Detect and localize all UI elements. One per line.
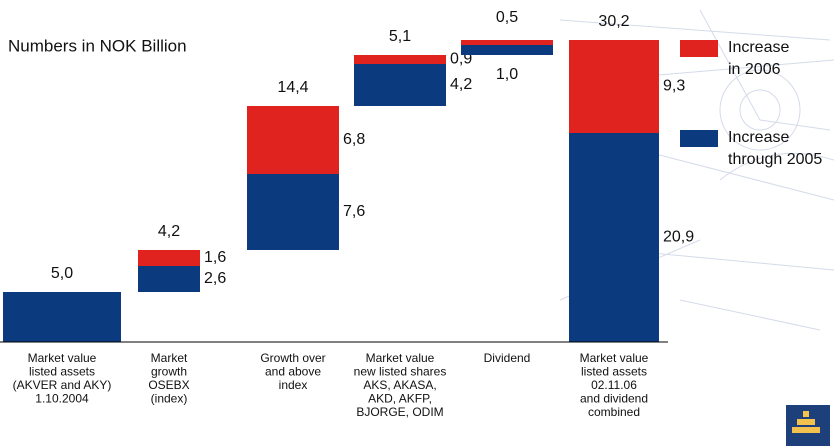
- x-tick-label: (AKVER and AKY): [13, 378, 112, 392]
- x-tick-label: AKD, AKFP,: [368, 392, 432, 406]
- bar-segment: [247, 174, 339, 250]
- total-label: 5,1: [389, 28, 411, 45]
- x-tick-label: and dividend: [580, 392, 648, 406]
- segment-label: 7,6: [343, 203, 365, 220]
- bar-segment: [138, 250, 200, 266]
- bar-segment: [461, 40, 553, 45]
- legend-swatch: [680, 130, 718, 147]
- x-tick-label: AKS, AKASA,: [363, 378, 436, 392]
- bar-segment: [354, 55, 446, 64]
- bar-segment: [138, 266, 200, 292]
- x-tick-label: 02.11.06: [591, 378, 637, 392]
- x-tick-label: new listed shares: [354, 365, 447, 379]
- legend-label: Increase in 2006: [728, 39, 789, 78]
- bar-segment: [247, 106, 339, 174]
- bar-segment: [569, 133, 659, 342]
- x-tick-label: Market: [151, 351, 188, 365]
- bar-segment: [3, 292, 121, 342]
- x-tick-label: 1.10.2004: [35, 392, 89, 406]
- x-tick-label: listed assets: [581, 365, 647, 379]
- x-tick-label: growth: [151, 365, 187, 379]
- x-tick-label: Market value: [366, 351, 435, 365]
- x-tick-label: BJORGE, ODIM: [356, 405, 443, 419]
- x-tick-label: and above: [265, 365, 321, 379]
- subtitle: Numbers in NOK Billion: [8, 36, 187, 55]
- bar-segment: [569, 40, 659, 133]
- segment-label: 1,0: [496, 66, 518, 83]
- segment-label: 4,2: [450, 76, 472, 93]
- segment-label: 2,6: [204, 270, 226, 287]
- x-tick-label: Market value: [580, 351, 649, 365]
- total-label: 4,2: [158, 223, 180, 240]
- x-tick-label: Market value: [28, 351, 97, 365]
- logo: [786, 405, 830, 446]
- x-tick-label: Growth over: [260, 351, 325, 365]
- legend-swatch: [680, 40, 718, 57]
- x-tick-label: combined: [588, 405, 640, 419]
- total-label: 30,2: [598, 13, 629, 30]
- legend-label: Increase through 2005: [728, 129, 822, 168]
- bar-segment: [354, 64, 446, 106]
- bar-segment: [461, 45, 553, 55]
- background-drawing: [559, 9, 834, 331]
- x-tick-label: (index): [151, 392, 188, 406]
- total-label: 14,4: [277, 79, 308, 96]
- segment-label: 20,9: [663, 229, 694, 246]
- total-label: 5,0: [51, 265, 73, 282]
- segment-label: 1,6: [204, 249, 226, 266]
- x-tick-label: index: [279, 378, 308, 392]
- segment-label: 6,8: [343, 131, 365, 148]
- x-tick-label: Dividend: [484, 351, 531, 365]
- x-tick-label: OSEBX: [148, 378, 189, 392]
- segment-label: 9,3: [663, 78, 685, 95]
- x-tick-label: listed assets: [29, 365, 95, 379]
- segment-label: 0,5: [496, 9, 518, 26]
